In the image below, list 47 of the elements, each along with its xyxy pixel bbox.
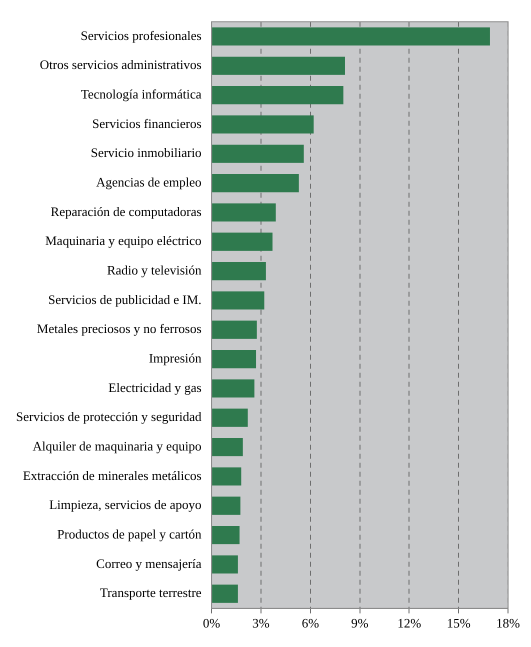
y-tick-label: Electricidad y gas [108,380,202,395]
bar [212,438,243,456]
bar [212,203,276,222]
y-tick-label: Servicios de publicidad e IM. [48,292,202,307]
y-tick-label: Servicio inmobiliario [90,145,202,160]
bar [212,232,273,251]
y-tick-label: Impresión [148,350,202,366]
x-tick-label: 15% [446,616,471,631]
bar [212,467,242,486]
bar [212,584,238,603]
bar [212,86,344,104]
y-tick-label: Reparación de computadoras [50,204,202,219]
y-tick-label: Servicios de protección y seguridad [16,409,202,424]
bar [212,350,256,368]
x-tick-label: 6% [302,616,320,631]
x-tick-label: 12% [397,616,422,631]
x-tick-label: 9% [351,616,369,631]
bar [212,526,240,544]
bar [212,144,304,163]
y-tick-label: Correo y mensajería [96,556,202,571]
bar [212,27,490,46]
bar [212,408,248,427]
bar [212,555,238,574]
y-tick-label: Productos de papel y cartón [57,526,202,542]
y-tick-label: Agencias de empleo [96,174,202,190]
y-tick-label: Transporte terrestre [100,585,202,600]
x-tick-label: 18% [496,616,520,631]
x-tick-label: 0% [202,616,220,631]
y-tick-label: Tecnología informática [80,86,202,102]
bar [212,56,345,75]
y-tick-label: Servicios profesionales [80,28,202,43]
y-tick-label: Servicios financieros [92,116,202,131]
y-tick-label: Maquinaria y equipo eléctrico [45,233,202,248]
y-tick-label: Limpieza, servicios de apoyo [49,497,202,512]
bar [212,174,299,192]
y-tick-label: Radio y televisión [106,262,202,278]
y-tick-label: Extracción de minerales metálicos [22,468,202,483]
bar [212,320,257,339]
bar [212,115,314,134]
y-tick-label: Alquiler de maquinaria y equipo [32,438,202,454]
y-tick-label: Otros servicios administrativos [40,57,202,72]
x-tick-label: 3% [252,616,270,631]
bar [212,291,264,310]
bar [212,496,240,515]
y-tick-label: Metales preciosos y no ferrosos [36,321,202,336]
bar [212,379,254,398]
bar [212,262,266,280]
